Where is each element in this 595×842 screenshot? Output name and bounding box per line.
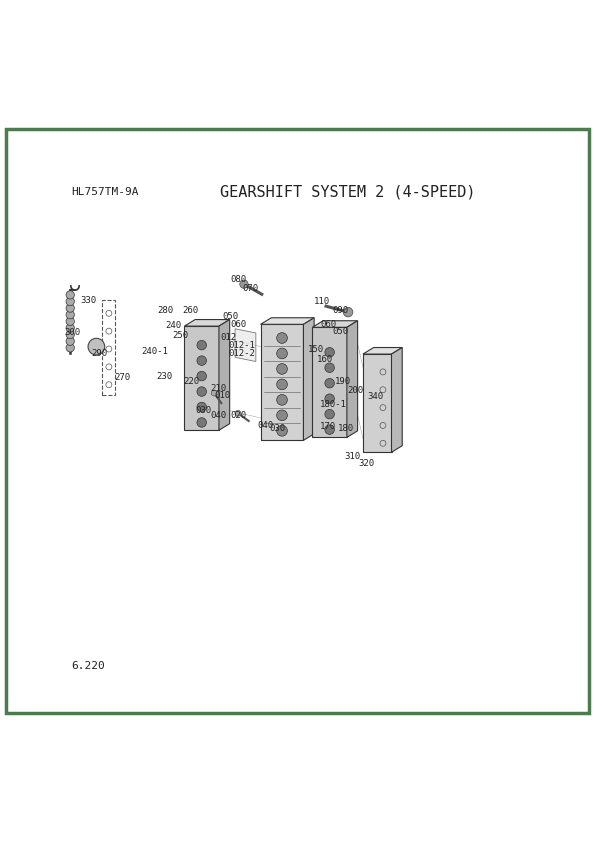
Text: 060: 060 xyxy=(320,320,336,329)
Circle shape xyxy=(197,386,206,397)
Polygon shape xyxy=(184,320,230,326)
Text: 010: 010 xyxy=(215,391,231,400)
Circle shape xyxy=(197,418,206,427)
Text: 6.220: 6.220 xyxy=(71,661,105,671)
Circle shape xyxy=(66,311,74,319)
Text: 070: 070 xyxy=(243,285,259,293)
Polygon shape xyxy=(312,321,358,328)
Circle shape xyxy=(66,297,74,306)
Polygon shape xyxy=(184,326,219,430)
Text: 060: 060 xyxy=(231,319,247,328)
Polygon shape xyxy=(347,321,358,437)
Circle shape xyxy=(277,395,287,405)
Text: 310: 310 xyxy=(344,452,360,461)
Circle shape xyxy=(197,371,206,381)
Circle shape xyxy=(197,402,206,412)
Circle shape xyxy=(66,290,74,299)
Text: 012: 012 xyxy=(221,333,237,342)
Text: 280: 280 xyxy=(158,306,174,316)
Text: 012-1: 012-1 xyxy=(228,341,255,350)
Circle shape xyxy=(235,410,241,416)
Circle shape xyxy=(197,356,206,365)
Circle shape xyxy=(66,337,74,345)
Circle shape xyxy=(66,317,74,326)
Circle shape xyxy=(325,348,334,357)
Text: 020: 020 xyxy=(231,411,247,419)
Text: GEARSHIFT SYSTEM 2 (4-SPEED): GEARSHIFT SYSTEM 2 (4-SPEED) xyxy=(220,184,475,200)
Text: 240: 240 xyxy=(165,322,181,330)
Circle shape xyxy=(277,425,287,436)
Text: 180-1: 180-1 xyxy=(320,401,347,409)
Text: 090: 090 xyxy=(332,306,348,316)
Circle shape xyxy=(66,304,74,312)
Circle shape xyxy=(325,394,334,403)
Text: 190: 190 xyxy=(335,377,351,386)
Circle shape xyxy=(325,409,334,419)
Text: 080: 080 xyxy=(231,274,247,284)
Polygon shape xyxy=(235,328,256,361)
Text: 040: 040 xyxy=(258,421,274,430)
Text: 270: 270 xyxy=(114,373,130,382)
Polygon shape xyxy=(312,328,347,437)
Circle shape xyxy=(277,333,287,344)
Polygon shape xyxy=(392,348,402,452)
Text: 110: 110 xyxy=(314,297,330,306)
Text: 290: 290 xyxy=(91,349,107,358)
Polygon shape xyxy=(261,317,314,324)
Polygon shape xyxy=(303,317,314,440)
Polygon shape xyxy=(219,320,230,430)
Text: 012-2: 012-2 xyxy=(228,349,255,358)
Text: 220: 220 xyxy=(183,377,199,386)
Text: 210: 210 xyxy=(211,384,227,392)
Text: 180: 180 xyxy=(338,424,354,434)
Text: 260: 260 xyxy=(183,306,199,316)
Text: 050: 050 xyxy=(332,328,348,336)
Circle shape xyxy=(88,338,105,355)
Text: 170: 170 xyxy=(320,423,336,431)
Circle shape xyxy=(277,348,287,359)
Polygon shape xyxy=(261,324,303,440)
Text: 050: 050 xyxy=(222,312,238,321)
Circle shape xyxy=(197,340,206,350)
Text: 030: 030 xyxy=(270,424,286,434)
Circle shape xyxy=(66,324,74,332)
Circle shape xyxy=(277,364,287,375)
Circle shape xyxy=(277,379,287,390)
Polygon shape xyxy=(363,348,402,354)
Text: 040: 040 xyxy=(210,411,226,419)
Text: 030: 030 xyxy=(195,406,211,415)
Circle shape xyxy=(240,280,248,288)
Circle shape xyxy=(66,330,74,338)
Circle shape xyxy=(325,425,334,434)
Circle shape xyxy=(66,344,74,352)
Text: 320: 320 xyxy=(359,460,375,468)
Text: 200: 200 xyxy=(347,386,363,395)
Polygon shape xyxy=(363,354,392,452)
Circle shape xyxy=(343,307,353,317)
Text: 340: 340 xyxy=(368,392,384,401)
Text: 250: 250 xyxy=(173,332,189,340)
Text: 150: 150 xyxy=(308,345,324,354)
Text: HL757TM-9A: HL757TM-9A xyxy=(71,187,139,197)
Text: 240-1: 240-1 xyxy=(141,347,168,356)
Circle shape xyxy=(211,390,217,396)
Circle shape xyxy=(325,363,334,372)
Text: 230: 230 xyxy=(156,372,173,381)
Text: 160: 160 xyxy=(317,355,333,365)
Text: 330: 330 xyxy=(80,296,96,305)
Circle shape xyxy=(325,378,334,388)
Circle shape xyxy=(277,410,287,421)
Text: 300: 300 xyxy=(64,328,80,338)
